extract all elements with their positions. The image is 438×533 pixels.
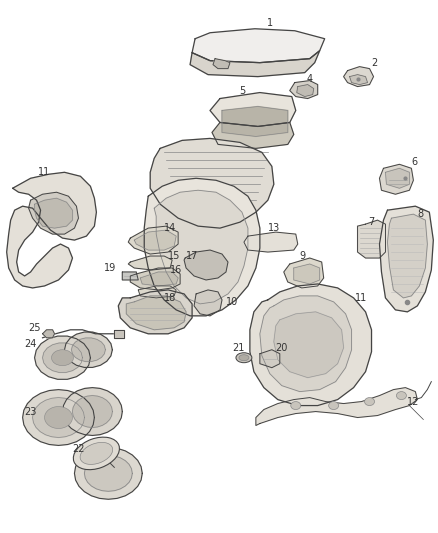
Text: 13: 13 (268, 223, 280, 233)
Text: 6: 6 (411, 157, 417, 167)
Text: 24: 24 (25, 339, 37, 349)
Ellipse shape (80, 442, 113, 464)
Text: 2: 2 (371, 58, 378, 68)
Polygon shape (32, 398, 85, 438)
Text: 5: 5 (239, 86, 245, 95)
Polygon shape (343, 67, 374, 86)
Text: 22: 22 (72, 445, 85, 455)
Polygon shape (42, 343, 82, 373)
Polygon shape (213, 59, 230, 69)
Polygon shape (126, 296, 186, 330)
Polygon shape (244, 232, 298, 252)
Polygon shape (134, 230, 176, 250)
Ellipse shape (396, 392, 406, 400)
Text: 11: 11 (355, 293, 367, 303)
Polygon shape (256, 387, 417, 425)
Ellipse shape (45, 407, 72, 429)
Polygon shape (260, 296, 352, 392)
Ellipse shape (73, 437, 120, 470)
Text: 25: 25 (28, 323, 41, 333)
Polygon shape (122, 272, 138, 280)
Polygon shape (128, 256, 172, 270)
Polygon shape (23, 390, 95, 446)
Polygon shape (294, 264, 320, 284)
Text: 7: 7 (368, 217, 374, 227)
Polygon shape (114, 330, 124, 338)
Polygon shape (64, 332, 112, 367)
Polygon shape (210, 93, 296, 126)
Polygon shape (138, 286, 176, 298)
Text: 17: 17 (186, 251, 198, 261)
Polygon shape (140, 272, 178, 286)
Text: 8: 8 (417, 209, 424, 219)
Polygon shape (192, 29, 325, 63)
Polygon shape (350, 75, 367, 85)
Text: 1: 1 (267, 18, 273, 28)
Polygon shape (28, 192, 78, 234)
Text: 9: 9 (300, 251, 306, 261)
Polygon shape (357, 220, 385, 258)
Polygon shape (85, 455, 132, 491)
Text: 23: 23 (25, 407, 37, 416)
Ellipse shape (364, 398, 374, 406)
Text: 14: 14 (164, 223, 176, 233)
Polygon shape (71, 338, 106, 361)
Text: 18: 18 (164, 293, 176, 303)
Text: 4: 4 (307, 74, 313, 84)
Polygon shape (388, 214, 427, 298)
Text: 10: 10 (226, 297, 238, 307)
Polygon shape (128, 226, 178, 254)
Polygon shape (290, 80, 318, 99)
Polygon shape (130, 268, 180, 290)
Polygon shape (154, 190, 248, 304)
Polygon shape (190, 51, 320, 77)
Ellipse shape (236, 353, 252, 362)
Polygon shape (297, 85, 314, 96)
Polygon shape (184, 250, 228, 280)
Text: 19: 19 (104, 263, 117, 273)
Polygon shape (63, 387, 122, 435)
Polygon shape (150, 139, 274, 228)
Ellipse shape (52, 350, 74, 366)
Text: 21: 21 (232, 343, 244, 353)
Polygon shape (379, 164, 413, 194)
Polygon shape (385, 168, 410, 188)
Text: 16: 16 (170, 265, 182, 275)
Ellipse shape (291, 401, 301, 409)
Polygon shape (74, 447, 142, 499)
Polygon shape (7, 172, 96, 288)
Polygon shape (284, 258, 324, 288)
Polygon shape (212, 123, 294, 148)
Ellipse shape (239, 355, 249, 361)
Polygon shape (222, 107, 288, 136)
Polygon shape (260, 350, 280, 368)
Polygon shape (274, 312, 343, 378)
Text: 20: 20 (276, 343, 288, 353)
Polygon shape (144, 178, 260, 316)
Text: 12: 12 (407, 397, 420, 407)
Polygon shape (194, 290, 222, 316)
Ellipse shape (328, 401, 339, 409)
Text: 15: 15 (168, 251, 180, 261)
Polygon shape (118, 290, 192, 334)
Polygon shape (72, 395, 112, 427)
Polygon shape (42, 330, 54, 338)
Polygon shape (379, 206, 433, 312)
Polygon shape (250, 284, 371, 406)
Polygon shape (35, 336, 90, 379)
Polygon shape (35, 198, 72, 228)
Text: 11: 11 (39, 167, 51, 177)
